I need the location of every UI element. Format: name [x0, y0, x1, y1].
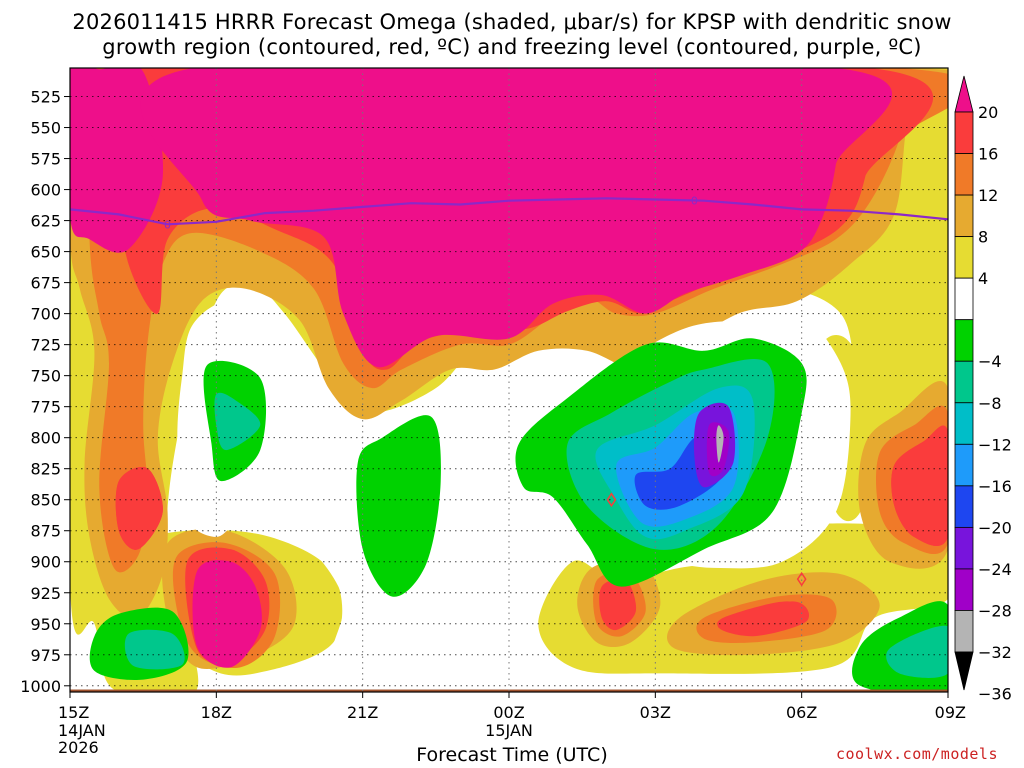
omega-region-0: [70, 68, 164, 253]
freezing-level-label-0: 0: [164, 218, 171, 231]
chart-title-line2: growth region (contoured, red, ºC) and f…: [102, 35, 922, 59]
y-tick-label-525: 525: [30, 88, 61, 107]
y-tick-label-775: 775: [30, 398, 61, 417]
colorbar-top-arrow: [954, 75, 974, 113]
colorbar-label-7: −12: [978, 435, 1012, 454]
colorbar-label-11: −28: [978, 601, 1012, 620]
omega-region-1: [141, 68, 892, 368]
y-tick-label-625: 625: [30, 212, 61, 231]
dgz-contour-1: [796, 571, 807, 587]
freezing-level-label-1: 0: [691, 195, 698, 208]
colorbar-bin-5: [954, 319, 974, 362]
omega-negative-14: [716, 425, 724, 463]
y-tick-label-600: 600: [30, 181, 61, 200]
x-tick-label-18Z: 18Z: [201, 703, 232, 722]
omega-band-17: [599, 578, 637, 631]
freezing-level-line: [69, 197, 949, 226]
x-tick-sublabel-00Z-0: 15JAN: [485, 721, 533, 740]
colorbar-bin-10: [954, 526, 974, 570]
colorbar-label-1: 16: [978, 145, 998, 164]
colorbar-label-12: −32: [978, 643, 1012, 662]
y-tick-label-850: 850: [30, 491, 61, 510]
omega-negative-1: [356, 415, 441, 597]
colorbar: 20 16 12 8 4 −4 −8 −12 −16 −20 −24 −28 −32 −36: [954, 75, 1012, 704]
contours: 00: [69, 195, 949, 587]
omega-negative-5: [214, 392, 261, 451]
y-tick-label-975: 975: [30, 646, 61, 665]
colorbar-label-3: 8: [978, 228, 988, 247]
omega-region-5: [717, 601, 810, 637]
colorbar-bin-1: [954, 153, 974, 196]
y-tick-label-1000: 1000: [20, 677, 61, 696]
y-tick-label-575: 575: [30, 150, 61, 169]
omega-region-3: [115, 466, 163, 550]
y-tick-label-550: 550: [30, 119, 61, 138]
colorbar-bin-0: [954, 111, 974, 154]
omega-negative-7: [124, 629, 185, 670]
x-tick-label-00Z: 00Z: [493, 703, 524, 722]
y-tick-label-650: 650: [30, 243, 61, 262]
colorbar-bin-8: [954, 443, 974, 487]
colorbar-label-8: −16: [978, 477, 1012, 496]
y-tick-label-925: 925: [30, 584, 61, 603]
x-tick-sublabel-15Z-0: 14JAN: [58, 721, 106, 740]
colorbar-label-13: −36: [978, 685, 1012, 704]
colorbar-label-10: −24: [978, 560, 1012, 579]
colorbar-label-2: 12: [978, 186, 998, 205]
y-tick-label-675: 675: [30, 274, 61, 293]
y-tick-label-700: 700: [30, 305, 61, 324]
omega-shading: [70, 68, 948, 692]
y-axis: 525 550 575 600 625 650 675 700 725 750 775 800 825 8…: [20, 88, 70, 696]
gridlines: [70, 68, 948, 692]
dgz-contour-0: [606, 492, 617, 508]
y-tick-label-825: 825: [30, 460, 61, 479]
x-tick-label-15Z: 15Z: [58, 703, 89, 722]
colorbar-label-5: −4: [978, 352, 1002, 371]
y-tick-label-900: 900: [30, 553, 61, 572]
omega-region-4: [891, 425, 948, 547]
colorbar-bin-3: [954, 236, 974, 279]
colorbar-bin-4: [954, 277, 974, 321]
colorbar-label-4: 4: [978, 269, 988, 288]
y-tick-label-950: 950: [30, 615, 61, 634]
chart-title-line1: 2026011415 HRRR Forecast Omega (shaded, …: [72, 10, 952, 34]
colorbar-bin-11: [954, 568, 974, 611]
colorbar-label-9: −20: [978, 518, 1012, 537]
colorbar-label-6: −8: [978, 394, 1002, 413]
credit-text: coolwx.com/models: [835, 745, 998, 763]
y-tick-label-875: 875: [30, 522, 61, 541]
x-tick-label-09Z: 09Z: [935, 703, 966, 722]
colorbar-label-0: 20: [978, 103, 998, 122]
colorbar-bin-9: [954, 485, 974, 528]
colorbar-bin-6: [954, 360, 974, 404]
colorbar-bin-7: [954, 402, 974, 445]
y-tick-label-800: 800: [30, 429, 61, 448]
colorbar-bottom-arrow: [954, 651, 974, 691]
omega-negative-8: [886, 625, 948, 678]
y-tick-label-725: 725: [30, 336, 61, 355]
omega-region-2: [192, 560, 262, 668]
colorbar-bin-12: [954, 610, 974, 653]
colorbar-bin-2: [954, 194, 974, 238]
x-tick-sublabel-15Z-1: 2026: [58, 738, 99, 757]
x-tick-label-06Z: 06Z: [786, 703, 817, 722]
y-tick-label-750: 750: [30, 367, 61, 386]
x-tick-label-21Z: 21Z: [347, 703, 378, 722]
x-tick-label-03Z: 03Z: [640, 703, 671, 722]
x-axis-label: Forecast Time (UTC): [416, 744, 608, 766]
